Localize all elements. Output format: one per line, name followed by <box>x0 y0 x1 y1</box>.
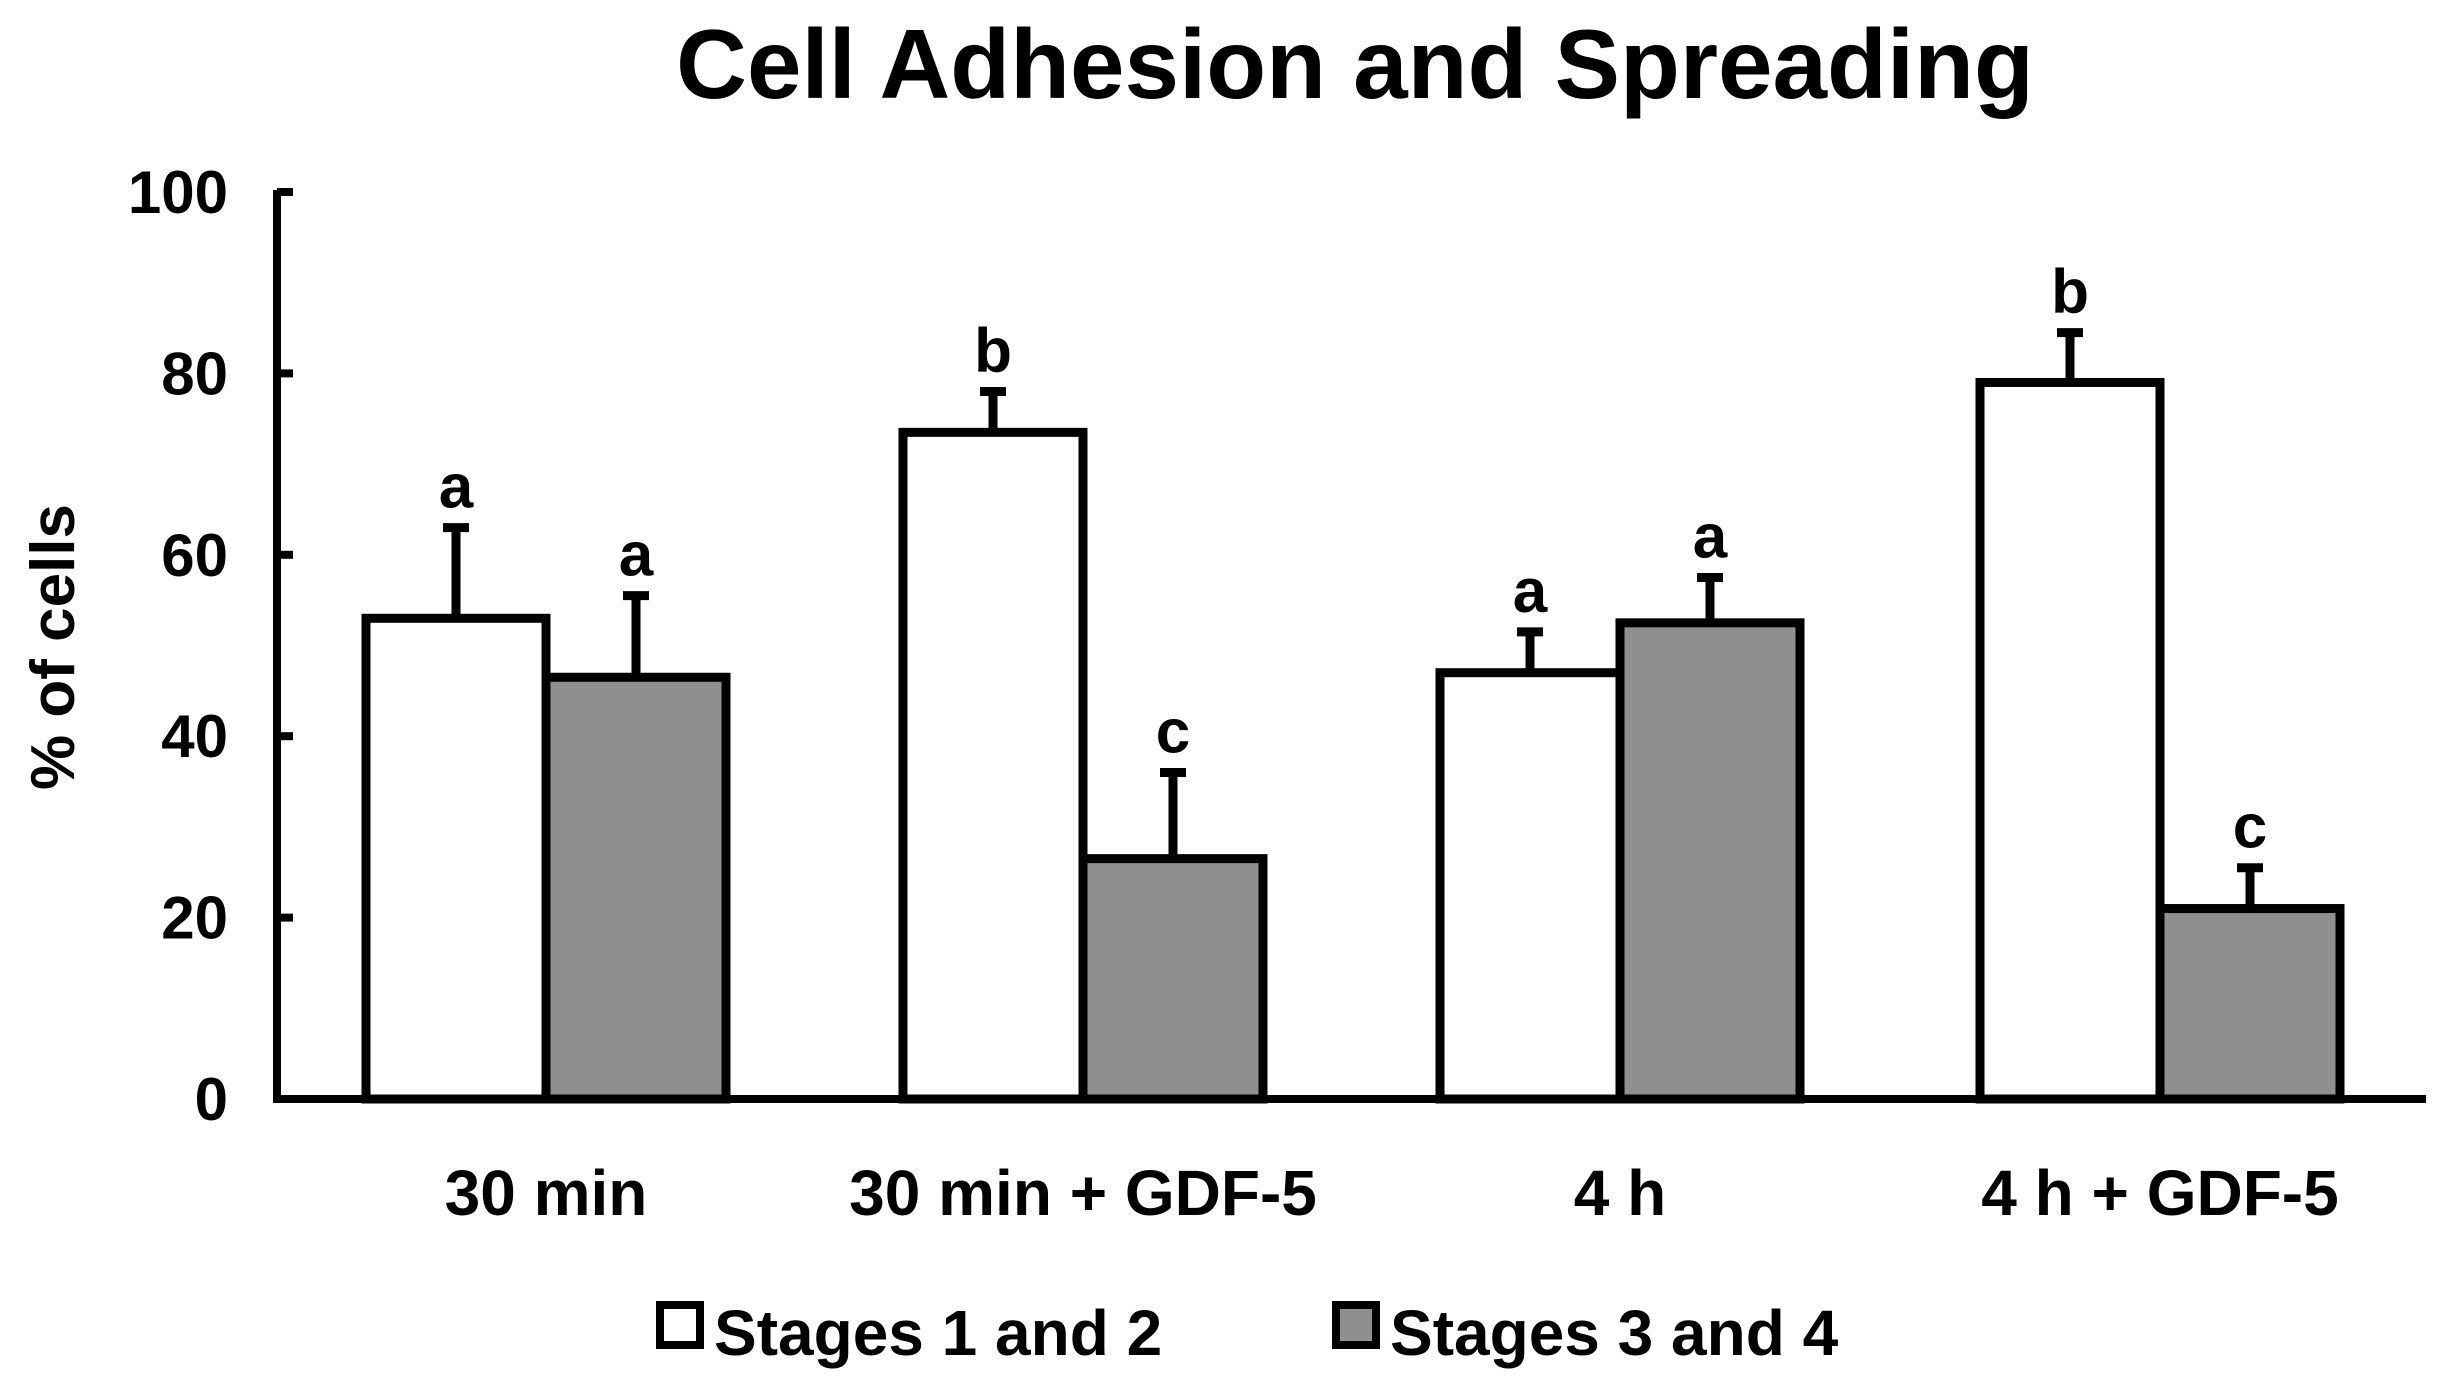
x-tick-label: 4 h <box>1574 1157 1666 1229</box>
y-tick-label: 80 <box>161 340 228 407</box>
x-tick-label: 4 h + GDF-5 <box>1981 1157 2338 1229</box>
significance-letter: c <box>2233 793 2267 862</box>
y-tick-label: 40 <box>161 703 228 770</box>
significance-letter: a <box>439 453 474 522</box>
y-tick-label: 60 <box>161 522 228 589</box>
bar-stages-3-4 <box>1078 854 1268 1104</box>
legend-swatch <box>656 1301 704 1349</box>
bar-stages-1-2 <box>1975 377 2165 1104</box>
bar-stages-3-4 <box>541 672 731 1104</box>
legend-label: Stages 1 and 2 <box>714 1297 1162 1369</box>
bar-stages-1-2 <box>898 427 1088 1104</box>
significance-letter: c <box>1156 697 1190 766</box>
significance-letter: b <box>974 317 1012 386</box>
x-tick-label: 30 min <box>445 1157 648 1229</box>
y-tick-label: 20 <box>161 885 228 952</box>
bar-stages-3-4 <box>1615 618 1805 1104</box>
bar-stages-1-2 <box>361 613 551 1104</box>
bar-stages-1-2 <box>1435 668 1625 1104</box>
y-axis-label: % of cells <box>19 504 88 790</box>
bar-stages-3-4 <box>2155 904 2345 1104</box>
y-tick-label: 100 <box>128 159 228 226</box>
y-tick-label: 0 <box>195 1066 228 1133</box>
legend-label: Stages 3 and 4 <box>1390 1297 1839 1369</box>
significance-letter: a <box>1513 557 1548 626</box>
chart-title: Cell Adhesion and Spreading <box>676 9 2034 119</box>
legend-swatch <box>1332 1301 1380 1349</box>
significance-letter: b <box>2051 258 2089 327</box>
x-tick-label: 30 min + GDF-5 <box>849 1157 1317 1229</box>
significance-letter: a <box>619 521 654 590</box>
significance-letter: a <box>1693 502 1728 571</box>
